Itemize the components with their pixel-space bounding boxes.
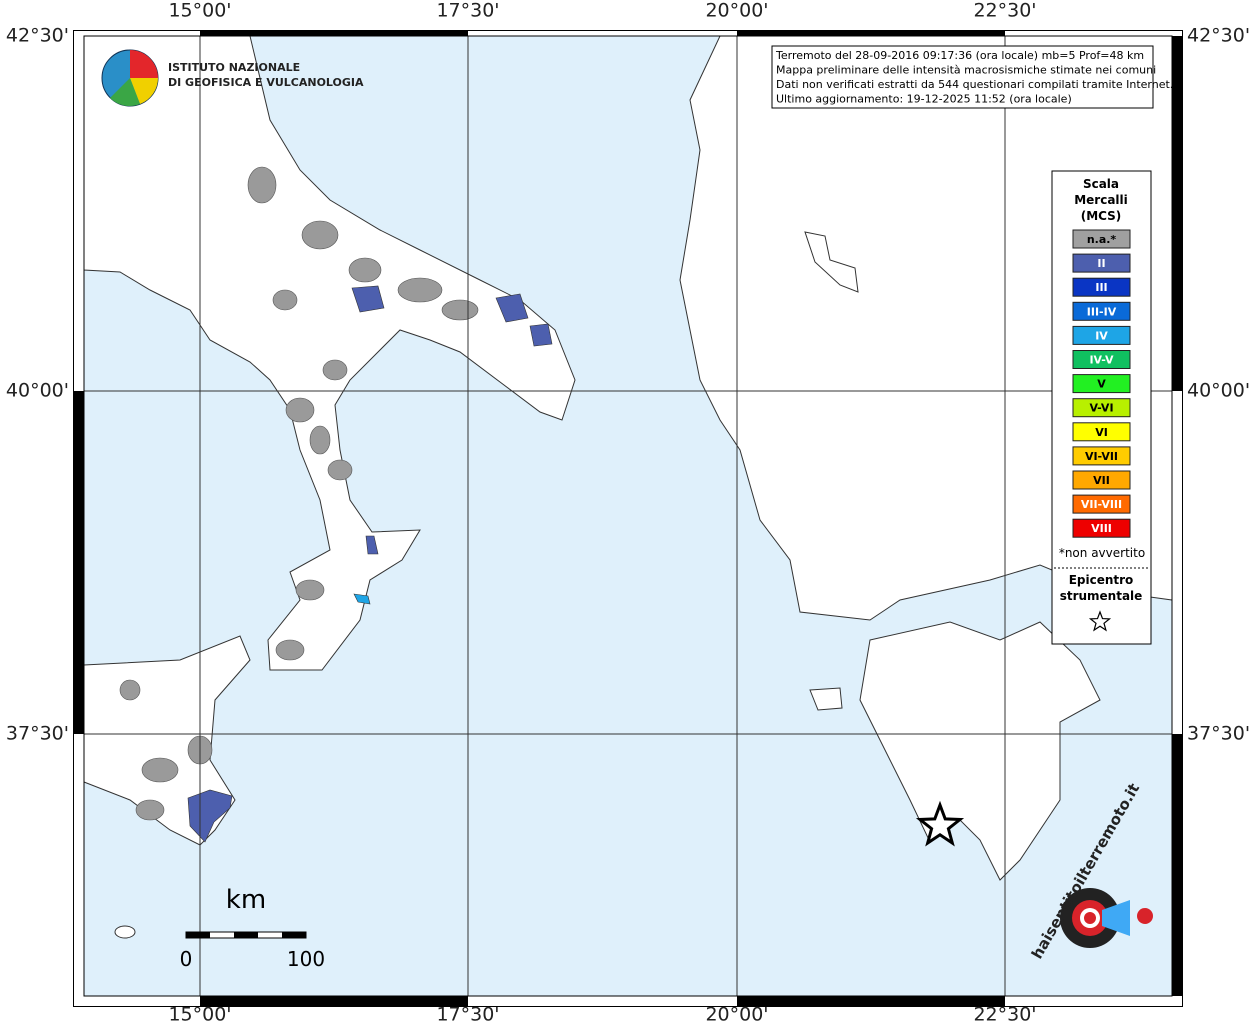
y-label: 37°30' <box>1187 723 1250 745</box>
x-label: 22°30' <box>973 0 1036 22</box>
legend-star <box>1088 610 1112 632</box>
legend-label: VIII <box>1091 522 1112 535</box>
legend-label: III-IV <box>1087 305 1117 318</box>
legend-swatch <box>1072 494 1131 514</box>
legend-label: V-VI <box>1089 402 1113 415</box>
legend-swatch <box>1072 518 1131 538</box>
y-label: 40°00' <box>1187 380 1250 402</box>
legend-epicenter: Epicentro <box>1069 573 1134 587</box>
legend-swatch <box>1072 422 1131 442</box>
legend: ScalaMercalli(MCS)n.a.*IIIIIIII-IVIVIV-V… <box>1051 170 1152 645</box>
info-line: Ultimo aggiornamento: 19-12-2025 11:52 (… <box>776 93 1072 106</box>
x-label: 15°00' <box>168 0 231 22</box>
y-label: 37°30' <box>6 723 69 745</box>
legend-label: VII-VIII <box>1081 498 1122 511</box>
legend-label: VII <box>1093 474 1110 487</box>
legend-swatch <box>1072 229 1131 249</box>
y-label: 42°30' <box>6 25 69 47</box>
legend-swatch <box>1072 325 1131 345</box>
legend-swatch <box>1072 277 1131 297</box>
info-line: Terremoto del 28-09-2016 09:17:36 (ora l… <box>775 49 1144 62</box>
y-label: 40°00' <box>6 380 69 402</box>
logo-text: ISTITUTO NAZIONALE <box>168 61 300 74</box>
legend-swatch <box>1072 350 1131 369</box>
legend-title: Scala <box>1083 177 1119 191</box>
scale-label: 0 <box>180 947 193 971</box>
x-label: 22°30' <box>973 1004 1036 1024</box>
epicenter-star <box>915 800 965 847</box>
scale-label: 100 <box>287 947 325 971</box>
legend-swatch <box>1072 374 1131 394</box>
legend-swatch <box>1072 301 1131 321</box>
legend-label: IV-V <box>1089 354 1114 367</box>
info-box: Terremoto del 28-09-2016 09:17:36 (ora l… <box>771 45 1173 109</box>
legend-label: V <box>1097 378 1106 391</box>
legend-label: VI <box>1095 426 1108 439</box>
legend-label: VI-VII <box>1085 450 1118 463</box>
legend-swatch <box>1072 446 1131 466</box>
legend-swatch <box>1072 253 1131 273</box>
x-label: 17°30' <box>436 1004 499 1024</box>
legend-label: III <box>1095 281 1107 294</box>
legend-swatch <box>1072 470 1131 490</box>
logo: ISTITUTO NAZIONALE DI GEOFISICA E VULCAN… <box>101 49 364 107</box>
y-label: 42°30' <box>1187 25 1250 47</box>
logo-text: DI GEOFISICA E VULCANOLOGIA <box>168 76 364 89</box>
legend-note: *non avvertito <box>1059 546 1145 560</box>
land <box>83 35 1173 939</box>
legend-swatch <box>1072 398 1131 418</box>
frame <box>73 30 1183 1007</box>
info-line: Dati non verificati estratti da 544 ques… <box>776 78 1173 91</box>
scale-unit: km <box>226 885 266 915</box>
x-label: 20°00' <box>705 1004 768 1024</box>
municipalities <box>119 166 553 843</box>
scale-bar: km 0 100 <box>180 885 325 971</box>
legend-label: II <box>1097 257 1105 270</box>
legend-epicenter: strumentale <box>1060 589 1143 603</box>
legend-title: Mercalli <box>1074 193 1128 207</box>
x-label: 20°00' <box>705 0 768 22</box>
legend-label: IV <box>1095 329 1108 342</box>
legend-label: n.a.* <box>1087 233 1117 246</box>
legend-title: (MCS) <box>1081 209 1122 223</box>
graticule <box>84 36 1172 996</box>
x-label: 17°30' <box>436 0 499 22</box>
x-label: 15°00' <box>168 1004 231 1024</box>
coordinate-labels: 15°00' 15°00' 17°30' 17°30' 20°00' 20°00' 22°3… <box>6 0 1250 1024</box>
info-line: Mappa preliminare delle intensità macros… <box>776 64 1156 77</box>
